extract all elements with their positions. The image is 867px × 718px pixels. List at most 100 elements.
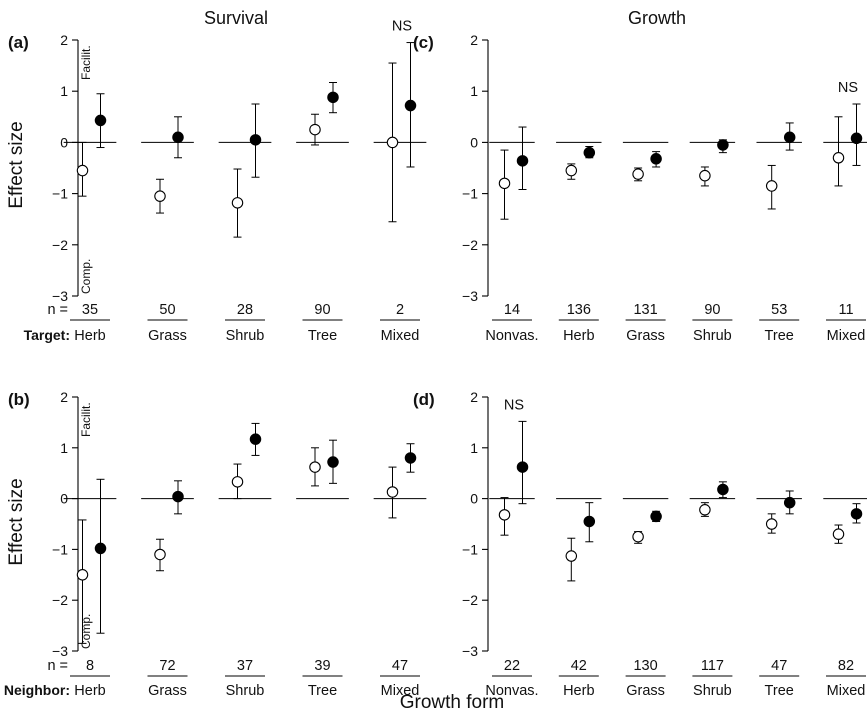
category-label: Shrub [226,683,265,699]
filled-point [783,131,796,144]
category-label: Tree [765,683,794,699]
ns-label: NS [392,19,412,35]
sample-size-label: 90 [704,302,720,318]
y-tick-label: −3 [52,643,68,659]
filled-point [172,490,184,503]
sample-size-label: 72 [159,658,175,674]
open-point [231,476,244,488]
filled-point [249,134,262,146]
y-tick-label: 2 [470,32,478,48]
open-point [309,123,321,136]
open-point [76,569,89,581]
sample-size-label: 28 [237,302,253,318]
category-group: 90 Tree [296,81,349,344]
open-point [832,152,845,164]
ns-label: NS [504,397,524,413]
category-label: Tree [308,328,337,344]
open-point [699,169,711,182]
n-prefix-label: n = [47,302,68,318]
y-tick-label: 1 [60,440,68,456]
category-group: 53 Tree [756,122,802,344]
x-axis-label: Growth form [400,692,505,713]
filled-point [94,542,107,555]
category-label: Nonvas. [485,328,538,344]
category-group: 130 Grass [622,498,669,699]
category-label: Nonvas. [485,683,538,699]
filled-point [850,508,863,520]
panel-a: (a)−3−2−1012Facilit.Comp.35Herb50Grass28… [8,19,427,344]
sample-size-label: 39 [314,658,330,674]
sample-size-label: 42 [571,658,587,674]
panel-b: (b)−3−2−1012Facilit.Comp.8Herb72Grass37S… [4,389,427,699]
filled-point [404,452,417,464]
filled-point [404,99,417,112]
y-tick-label: 2 [60,32,68,48]
category-label: Tree [765,328,794,344]
y-tick-label: −2 [52,592,68,608]
sample-size-label: 14 [504,302,520,318]
filled-point [850,132,863,145]
category-label: Mixed [381,683,420,699]
filled-point [650,510,662,523]
filled-point [583,146,596,159]
sample-size-label: 22 [504,658,520,674]
category-group: 22 Nonvas. [485,420,539,699]
panel-letter: (d) [413,390,435,409]
category-group: 37 Shrub [218,422,272,699]
y-tick-label: 0 [470,134,478,150]
filled-point [327,456,339,468]
sample-size-label: 47 [392,658,408,674]
category-label: Grass [626,328,665,344]
panel-c: (c) −3 −2 −1 0 1 2 14 Nonvas. 136 Herb 131 Grass 90 Sh… [413,32,867,344]
category-group: 131 Grass [622,141,669,344]
y-tick-label: 1 [60,83,68,99]
category-group: 8 Herb [63,478,117,699]
panel-letter: (c) [413,33,434,52]
n-prefix-label: n = [47,658,68,674]
category-group: 42 Herb [556,498,602,699]
open-point [386,136,399,149]
category-group: 47 Tree [756,490,802,699]
open-point [386,486,399,498]
sample-size-label: 37 [237,658,253,674]
filled-point [783,496,796,509]
competition-label: Comp. [79,259,93,294]
y-tick-label: −3 [462,288,478,304]
col-title-growth: Growth [628,8,686,28]
y-tick-label: −2 [462,592,478,608]
y-tick-label: −2 [52,237,68,253]
category-label: Herb [74,328,105,344]
open-point [565,550,578,562]
sample-size-label: 8 [86,658,94,674]
sample-size-label: 82 [838,658,854,674]
category-group: 136 Herb [556,141,602,344]
filled-point [94,114,107,127]
category-label: Herb [563,683,594,699]
category-label: Mixed [827,683,866,699]
open-point [565,164,578,177]
sample-size-label: 130 [633,658,657,674]
category-label: Grass [626,683,665,699]
filled-point [717,483,729,496]
y-tick-label: −1 [462,541,478,557]
filled-point [717,139,729,151]
category-group: 14 Nonvas. [485,126,539,344]
category-label: Grass [148,683,187,699]
panel-letter: (b) [8,390,30,409]
y-tick-label: −1 [462,186,478,202]
filled-point [516,155,529,167]
y-tick-label: −2 [462,237,478,253]
ns-label: NS [838,80,858,96]
open-point [498,509,511,521]
category-group: 82 Mixed [823,498,867,699]
y-tick-label: 1 [470,440,478,456]
row-label: Neighbor: [4,682,70,698]
facilitation-label: Facilit. [79,45,93,80]
open-point [498,177,511,190]
filled-point [327,91,339,104]
sample-size-label: 136 [567,302,591,318]
y-tick-label: 2 [470,389,478,405]
sample-size-label: 90 [314,302,330,318]
y-tick-label: 0 [470,491,478,507]
